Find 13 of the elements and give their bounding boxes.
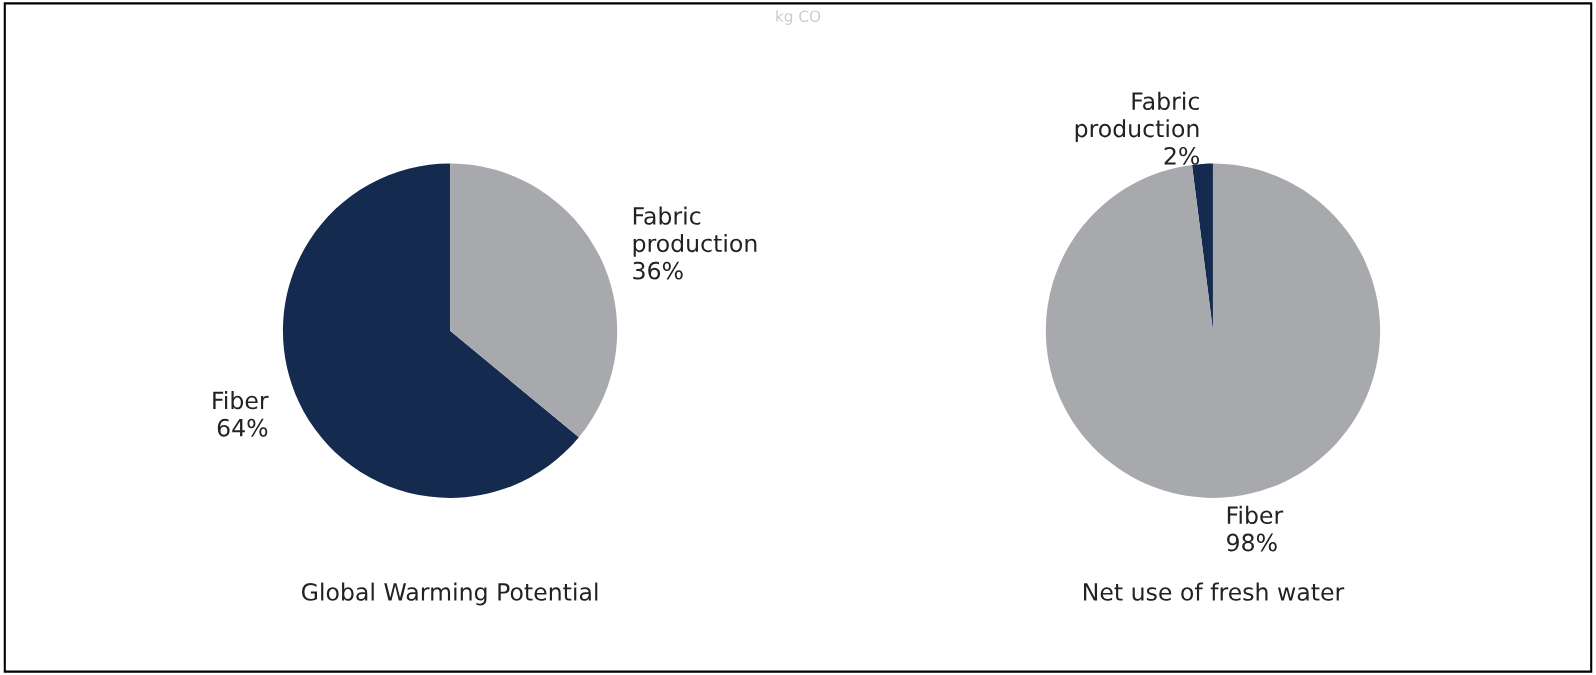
slice-label: Fiber [213, 391, 269, 410]
data-label: 98% [1227, 533, 1277, 552]
slice-label: Fabric production [1075, 91, 1199, 142]
text: Net use of fresh water [1084, 582, 1345, 601]
data-label: 64% [217, 418, 268, 437]
pie-slice [282, 163, 579, 498]
text: Global Warming Potential [301, 582, 598, 606]
data-label: 36% [633, 261, 683, 280]
slice-label: Fabric production [633, 206, 757, 257]
pie-slice [1045, 163, 1381, 498]
pie-slice [450, 163, 618, 438]
data-label: 2% [1164, 146, 1200, 165]
slice-label: Fiber [1227, 505, 1284, 525]
